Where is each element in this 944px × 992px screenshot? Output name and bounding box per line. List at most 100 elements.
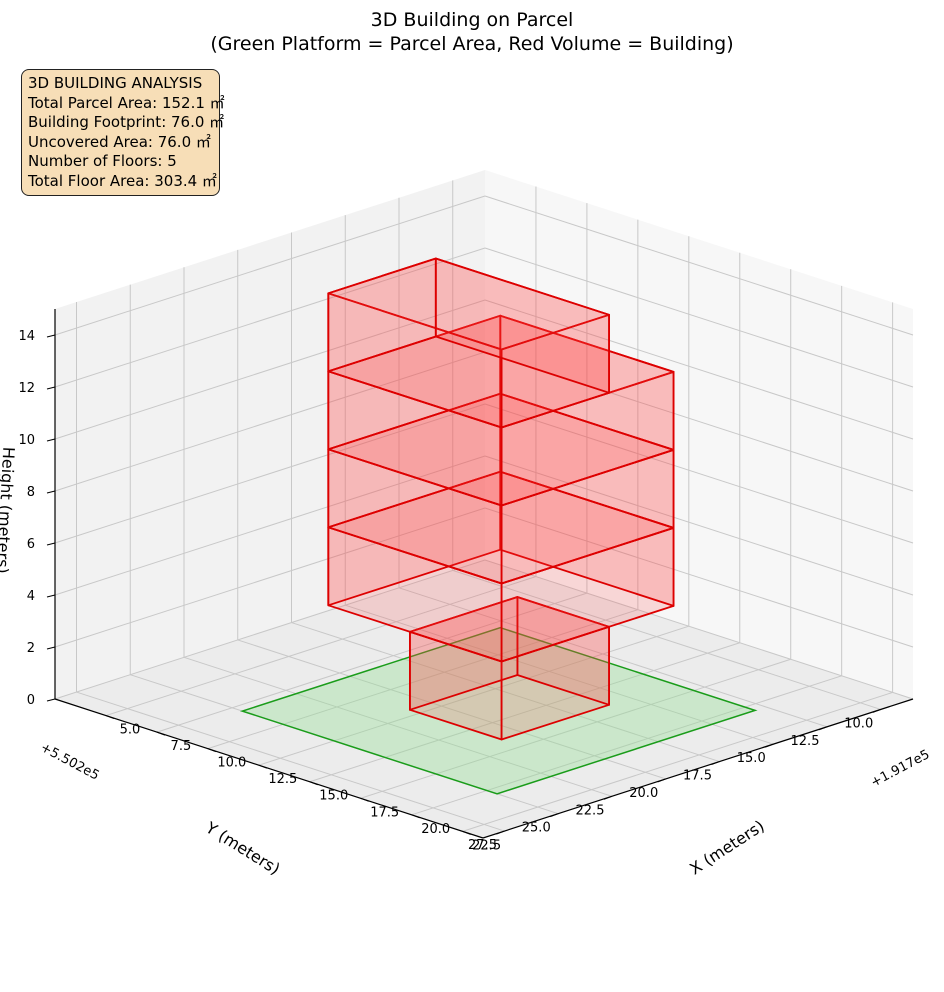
grid-line-z xyxy=(54,247,486,388)
z-tick-mark xyxy=(46,438,56,442)
z-tick-label: 0 xyxy=(27,693,35,708)
z-tick-mark xyxy=(46,698,56,702)
y-tick-mark xyxy=(550,813,559,818)
y-tick-label: 15.0 xyxy=(737,751,766,766)
grid-line-y xyxy=(291,622,720,763)
analysis-line-parcel-area: Total Parcel Area: 152.1 ㎡ xyxy=(28,93,225,112)
z-tick-label: 12 xyxy=(18,381,35,396)
pane-left xyxy=(55,170,485,699)
y-tick-label: 12.5 xyxy=(791,734,820,749)
x-tick-label: 10.0 xyxy=(217,756,246,771)
grid-line-z xyxy=(54,455,486,596)
y-axis-offset: +5.502e5 xyxy=(38,740,102,783)
x-tick-label: 12.5 xyxy=(268,772,297,787)
grid-line-y xyxy=(237,639,666,780)
grid-line-z xyxy=(54,507,486,648)
grid-line-x xyxy=(360,658,791,799)
y-tick-mark xyxy=(657,778,666,783)
y-tick-mark xyxy=(711,761,720,766)
y-tick-mark xyxy=(765,743,774,748)
pane-right xyxy=(485,170,913,699)
grid-line-z xyxy=(54,351,486,492)
z-tick-mark xyxy=(46,594,56,598)
z-tick-mark xyxy=(46,334,56,338)
z-tick-label: 8 xyxy=(27,485,35,500)
x-tick-mark xyxy=(360,797,369,802)
grid-line-z xyxy=(484,507,914,648)
building-volume xyxy=(239,257,758,795)
y-tick-mark xyxy=(603,795,613,800)
y-tick-label: 22.5 xyxy=(576,803,605,818)
grid-line-z xyxy=(484,299,914,440)
y-tick-mark xyxy=(872,708,881,713)
z-tick-label: 4 xyxy=(27,589,35,604)
y-tick-label: 27.5 xyxy=(468,838,497,853)
y-tick-label: 17.5 xyxy=(683,769,712,784)
z-tick-label: 6 xyxy=(27,537,35,552)
grid-line-z xyxy=(54,299,486,440)
y-tick-label: 10.0 xyxy=(844,716,873,731)
x-axis-label: X (meters) xyxy=(686,816,768,878)
building-face xyxy=(434,257,610,394)
y-tick-label: 25.0 xyxy=(522,821,551,836)
grid-line-z xyxy=(484,455,914,596)
analysis-line-floors: Number of Floors: 5 xyxy=(28,152,177,170)
grid-lines xyxy=(54,180,914,832)
z-tick-label: 2 xyxy=(27,641,35,656)
z-tick-mark xyxy=(46,646,56,650)
analysis-line-floor-area: Total Floor Area: 303.4 ㎡ xyxy=(28,171,217,190)
grid-line-z xyxy=(54,403,486,544)
tick-labels: 5.0 7.5 10.0 12.5 15.0 17.5 20.0 22.5 10.0 12.5 15… xyxy=(18,329,881,853)
x-tick-mark xyxy=(411,814,420,819)
building-face xyxy=(499,314,675,451)
grid-line-y xyxy=(452,569,881,710)
x-tick-mark xyxy=(462,830,471,835)
grid-line-x xyxy=(258,625,689,766)
grid-line-x xyxy=(411,675,842,816)
x-axis-offset: +1.917e5 xyxy=(868,747,932,790)
x-tick-label: 17.5 xyxy=(370,805,399,820)
analysis-info-box: 3D BUILDING ANALYSIS Total Parcel Area: … xyxy=(21,69,225,196)
x-tick-label: 7.5 xyxy=(171,739,192,754)
x-tick-mark xyxy=(258,764,267,769)
analysis-line-uncovered: Uncovered Area: 76.0 ㎡ xyxy=(28,132,211,151)
z-axis-label: Height (meters) xyxy=(0,446,18,574)
grid-line-y xyxy=(345,604,774,745)
y-tick-mark xyxy=(496,830,505,835)
grid-line-x xyxy=(309,642,740,783)
grid-line-z xyxy=(484,195,914,336)
y-axis-label: Y (meters) xyxy=(201,818,283,879)
parcel-platform xyxy=(239,626,758,795)
grid-line-y xyxy=(76,691,505,832)
chart-subtitle: (Green Platform = Parcel Area, Red Volum… xyxy=(210,33,733,55)
grid-line-y xyxy=(398,587,828,728)
grid-line-x xyxy=(156,592,588,733)
grid-line-z xyxy=(54,559,486,700)
y-tick-label: 20.0 xyxy=(629,786,658,801)
y-tick-mark xyxy=(818,726,828,731)
z-tick-mark xyxy=(46,490,56,494)
x-tick-label: 15.0 xyxy=(319,789,348,804)
x-tick-mark xyxy=(105,715,115,720)
x-tick-mark xyxy=(309,781,318,786)
z-tick-mark xyxy=(46,386,56,390)
analysis-heading: 3D BUILDING ANALYSIS xyxy=(28,74,203,92)
grid-line-z xyxy=(54,195,486,336)
x-tick-label: 5.0 xyxy=(120,723,141,738)
building-floor-5 xyxy=(327,257,610,429)
x-tick-label: 22.5 xyxy=(472,838,501,853)
analysis-line-footprint: Building Footprint: 76.0 ㎡ xyxy=(28,113,225,131)
axis-panes xyxy=(55,170,913,838)
grid-line-x xyxy=(207,609,639,750)
z-tick-label: 10 xyxy=(18,433,35,448)
grid-line-z xyxy=(484,559,914,700)
z-tick-label: 14 xyxy=(18,329,35,344)
grid-line-z xyxy=(484,403,914,544)
x-tick-mark xyxy=(156,731,166,736)
grid-line-z xyxy=(484,247,914,388)
chart-title: 3D Building on Parcel xyxy=(371,9,574,31)
grid-line-y xyxy=(183,656,613,797)
x-tick-label: 20.0 xyxy=(421,822,450,837)
grid-line-x xyxy=(105,576,537,717)
